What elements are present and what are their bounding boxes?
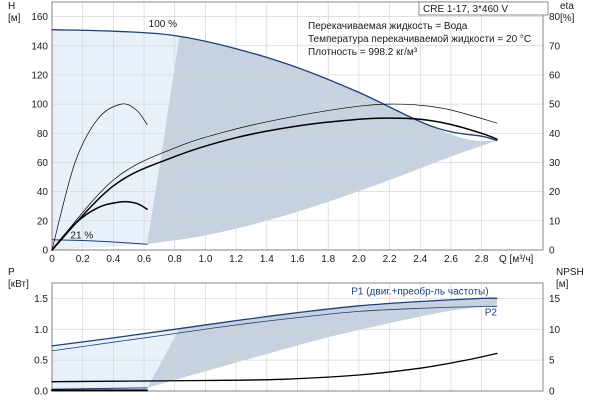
curve-eta-100	[51, 117, 498, 251]
y-axis-title: H	[8, 1, 15, 12]
y-tick-label: 80	[37, 129, 49, 140]
y-tick-label: 160	[31, 12, 48, 23]
curve-eta-21	[51, 200, 148, 251]
model-label-box	[418, 1, 549, 16]
curve-label: P1 (двиг.+преобр-ль частоты)	[351, 286, 488, 298]
y2-tick-label: 0	[549, 246, 555, 257]
y-tick-label: 140	[31, 41, 48, 52]
curve-eta-21-thin	[51, 103, 148, 251]
operating-area-light	[52, 29, 181, 251]
y-tick-label: 120	[31, 70, 48, 81]
y2-tick-label: 80	[549, 12, 561, 23]
y-axis-title: P	[8, 267, 15, 278]
x-axis-title: Q [м³/ч]	[499, 254, 534, 265]
y-tick-label: 0	[42, 246, 48, 257]
model-label: CRE 1-17, 3*460 V	[423, 4, 508, 15]
x-tick-label: 1.4	[260, 254, 274, 265]
curve-eta-100-thin	[51, 103, 498, 251]
y2-tick-label: 10	[549, 216, 561, 227]
y2-tick-label: 0	[549, 387, 555, 398]
y2-tick-label: 20	[549, 187, 561, 198]
power-npsh-chart: 0.0 0.5 1.0 1.5 0 5 10 15 P1 (двиг.+преобр-ль ча…	[8, 267, 584, 398]
plot-frame	[51, 282, 544, 392]
info-panel: CRE 1-17, 3*460 V Перекачиваемая жидкост…	[308, 1, 549, 58]
y2-tick-label: 15	[549, 294, 561, 305]
y2-axis-title: eta	[560, 1, 574, 12]
info-line-density: Плотность = 998.2 кг/м³	[308, 47, 418, 58]
x-tick-label: 2.8	[475, 254, 489, 265]
curve-head-100	[51, 29, 498, 142]
y2-tick-label: 70	[549, 41, 561, 52]
x-tick-label: 0.6	[137, 254, 151, 265]
curve-NPSH	[51, 352, 498, 383]
operating-area-light	[52, 328, 181, 391]
y2-tick-label: 10	[549, 325, 561, 336]
curve-P2	[51, 305, 498, 352]
x-tick-label: 2.2	[383, 254, 397, 265]
curve-annotation: 100 %	[149, 19, 177, 30]
x-tick-label: 1.2	[229, 254, 243, 265]
y-axis-unit: [кВт]	[8, 279, 29, 290]
head-efficiency-chart: 0 20 40 60 80 100 120 140 160 0 10 20 30 40 50 60 70 80 0 0…	[8, 1, 575, 265]
x-tick-label: 2.0	[352, 254, 366, 265]
x-tick-label: 2.6	[444, 254, 458, 265]
operating-area-dark	[52, 298, 497, 391]
x-tick-label: 1.8	[321, 254, 335, 265]
y-tick-label: 1.5	[34, 294, 48, 305]
y-tick-label: 100	[31, 100, 48, 111]
curve-P1	[51, 297, 498, 347]
curve-P-21	[51, 387, 148, 390]
y-tick-label: 1.0	[34, 325, 48, 336]
curve-annotation: 21 %	[70, 230, 93, 241]
x-tick-label: 2.4	[413, 254, 427, 265]
y2-axis-unit: [м]	[556, 279, 569, 290]
y2-tick-label: 50	[549, 100, 561, 111]
y-axis-unit: [м]	[8, 13, 21, 24]
y2-axis-title: NPSH	[556, 267, 584, 278]
y-tick-label: 0.5	[34, 356, 48, 367]
info-line-fluid: Перекачиваемая жидкость = Вода	[308, 21, 468, 32]
info-line-temperature: Температура перекачиваемой жидкости = 20…	[308, 34, 531, 45]
y2-tick-label: 60	[549, 70, 561, 81]
y-tick-label: 20	[37, 216, 49, 227]
x-tick-label: 0.8	[168, 254, 182, 265]
y-tick-label: 0.0	[34, 387, 48, 398]
curve-head-21	[51, 239, 148, 245]
x-tick-label: 0.2	[76, 254, 90, 265]
curve-label: P2	[485, 308, 498, 319]
y-tick-label: 40	[37, 187, 49, 198]
x-tick-label: 0.4	[106, 254, 120, 265]
x-tick-label: 1.0	[198, 254, 212, 265]
y2-axis-unit: [%]	[560, 13, 575, 24]
y2-tick-label: 30	[549, 158, 561, 169]
y-tick-label: 60	[37, 158, 49, 169]
y2-tick-label: 5	[549, 356, 555, 367]
x-tick-label: 1.6	[291, 254, 305, 265]
x-tick-label: 0	[49, 254, 55, 265]
plot-frame	[51, 1, 544, 251]
y2-tick-label: 40	[549, 129, 561, 140]
